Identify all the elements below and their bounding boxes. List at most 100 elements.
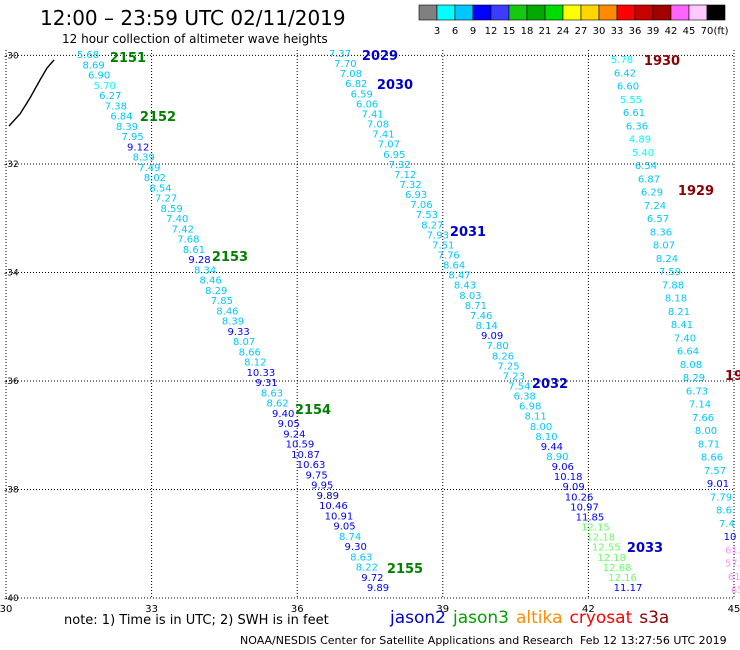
wave-height-value: 9.24	[283, 429, 305, 440]
wave-height-value: 8.08	[680, 360, 702, 371]
wave-height-value: 9.44	[541, 442, 563, 453]
y-tick-label: -38	[4, 485, 19, 495]
wave-height-value: 6.90	[88, 71, 110, 82]
scale-tick-label: 42	[665, 26, 678, 37]
wave-height-value: 8.64	[443, 261, 465, 272]
wave-height-value: 9.89	[367, 583, 389, 594]
wave-height-value: 10.97	[570, 502, 599, 513]
wave-height-value: 7.46	[470, 311, 492, 322]
wave-height-value: 61.	[725, 545, 740, 556]
scale-tick-label: 33	[611, 26, 624, 37]
wave-height-value: 9.05	[278, 419, 300, 430]
wave-height-value: 7.68	[177, 235, 199, 246]
scale-swatch	[616, 4, 636, 21]
wave-height-value: 57.5	[725, 559, 740, 570]
wave-height-value: 8.03	[459, 291, 481, 302]
wave-height-value: 9.01	[707, 479, 729, 490]
wave-height-value: 6.87	[638, 174, 660, 185]
wave-height-value: 5.68	[77, 50, 99, 61]
wave-height-value: 8.62	[266, 399, 288, 410]
pass-time-label: 2029	[362, 49, 398, 64]
wave-height-value: 8.14	[476, 321, 498, 332]
wave-height-value: 9.75	[306, 470, 328, 481]
scale-tick-label: 18	[521, 26, 534, 37]
wave-height-value: 6.61	[623, 108, 645, 119]
wave-height-value: 7.37	[329, 49, 351, 60]
wave-height-value: 5.55	[620, 95, 642, 106]
scale-tick-label: 15	[503, 26, 516, 37]
wave-height-value: 7.95	[121, 132, 143, 143]
wave-height-value: 7.70	[334, 59, 356, 70]
wave-height-value: 4.89	[629, 135, 651, 146]
wave-height-value: 7.85	[211, 296, 233, 307]
wave-height-value: 7.40	[166, 214, 188, 225]
wave-height-value: 9.06	[552, 462, 574, 473]
wave-height-value: 8.63	[261, 388, 283, 399]
wave-height-value: 10.33	[247, 368, 276, 379]
wave-height-value: 9.05	[333, 522, 355, 533]
wave-height-value: 6.42	[614, 68, 636, 79]
scale-tick-label: 21	[539, 26, 552, 37]
wave-height-value: 7.49	[138, 163, 160, 174]
credit-line: NOAA/NESDIS Center for Satellite Applica…	[240, 634, 574, 647]
wave-height-value: 8.47	[448, 271, 470, 282]
scale-swatch	[436, 4, 456, 21]
wave-height-value: 7.59	[659, 267, 681, 278]
scale-swatch	[454, 4, 474, 21]
x-tick-label: 30	[0, 604, 12, 615]
scale-swatch	[706, 4, 726, 21]
wave-height-value: 7.51	[432, 240, 454, 251]
wave-height-value: 6.27	[99, 91, 121, 102]
wave-height-value: 6.82	[345, 79, 367, 90]
wave-height-value: 65.8	[731, 585, 740, 596]
wave-height-value: 7.25	[497, 361, 519, 372]
wave-height-value: 9.12	[127, 142, 149, 153]
wave-height-value: 9.95	[311, 481, 333, 492]
wave-height-value: 8.54	[149, 183, 171, 194]
scale-tick-label: 24	[557, 26, 570, 37]
wave-height-value: 6.59	[351, 89, 373, 100]
wave-height-value: 8.71	[698, 439, 720, 450]
wave-height-value: 8.59	[161, 204, 183, 215]
wave-height-value: 6.29	[641, 188, 663, 199]
x-tick-label: 45	[728, 604, 740, 615]
scale-swatch	[688, 4, 708, 21]
wave-height-value: 10.59	[286, 440, 315, 451]
wave-height-value: 6.36	[626, 121, 648, 132]
wave-height-value: 7.06	[410, 200, 432, 211]
satellite-label-altika: altika	[516, 608, 563, 628]
pass-time-label: 1929	[678, 184, 714, 199]
pass-time-label: 2031	[450, 225, 486, 240]
wave-height-value: 7.76	[438, 251, 460, 262]
wave-height-value: 8.74	[339, 532, 361, 543]
wave-height-value: 7.93	[427, 230, 449, 241]
wave-height-value: 12.16	[608, 573, 637, 584]
wave-height-value: 8.71	[465, 301, 487, 312]
color-scale-legend: 3 6 9 12 15 18 21 24 27 30 33 36 39 42 45 70 (ft)	[418, 4, 729, 37]
wave-height-value: 7.80	[486, 341, 508, 352]
wave-height-value: 8.29	[683, 373, 705, 384]
wave-height-value: 8.90	[546, 452, 568, 463]
wave-height-value: 6.73	[686, 386, 708, 397]
wave-height-value: 8.27	[421, 220, 443, 231]
wave-height-value: 7.66	[692, 413, 714, 424]
wave-height-value: 10.63	[297, 460, 326, 471]
wave-height-value: 7.38	[105, 101, 127, 112]
wave-height-value: 8.07	[233, 337, 255, 348]
wave-height-value: 11.17	[614, 583, 643, 594]
scale-swatch	[472, 4, 492, 21]
scale-tick-label: 45	[683, 26, 696, 37]
pass-time-label: 2152	[140, 110, 176, 125]
pass-time-label: 2030	[377, 78, 413, 93]
wave-height-value: 8.43	[454, 281, 476, 292]
wave-height-value: 6.57	[647, 214, 669, 225]
wave-height-value: 6.98	[519, 402, 541, 413]
wave-height-value: 7.79	[710, 492, 732, 503]
wave-height-value: 7.40	[674, 333, 696, 344]
wave-height-value: 7.41	[372, 130, 394, 141]
scale-tick-label: 36	[629, 26, 642, 37]
altimeter-track: 7.377.707.086.826.596.067.417.087.417.07…	[329, 49, 642, 594]
scale-tick-label: 39	[647, 26, 660, 37]
